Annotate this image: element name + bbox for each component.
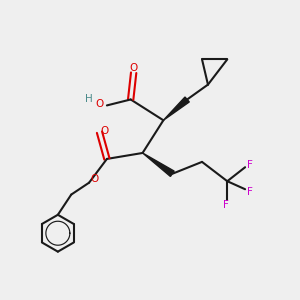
Text: O: O xyxy=(101,126,109,136)
Polygon shape xyxy=(142,153,174,176)
Polygon shape xyxy=(164,97,189,120)
Text: F: F xyxy=(247,160,253,170)
Text: H: H xyxy=(85,94,93,104)
Text: O: O xyxy=(130,63,138,73)
Text: O: O xyxy=(90,174,98,184)
Text: F: F xyxy=(247,187,253,196)
Text: F: F xyxy=(223,200,229,210)
Text: O: O xyxy=(95,99,104,109)
